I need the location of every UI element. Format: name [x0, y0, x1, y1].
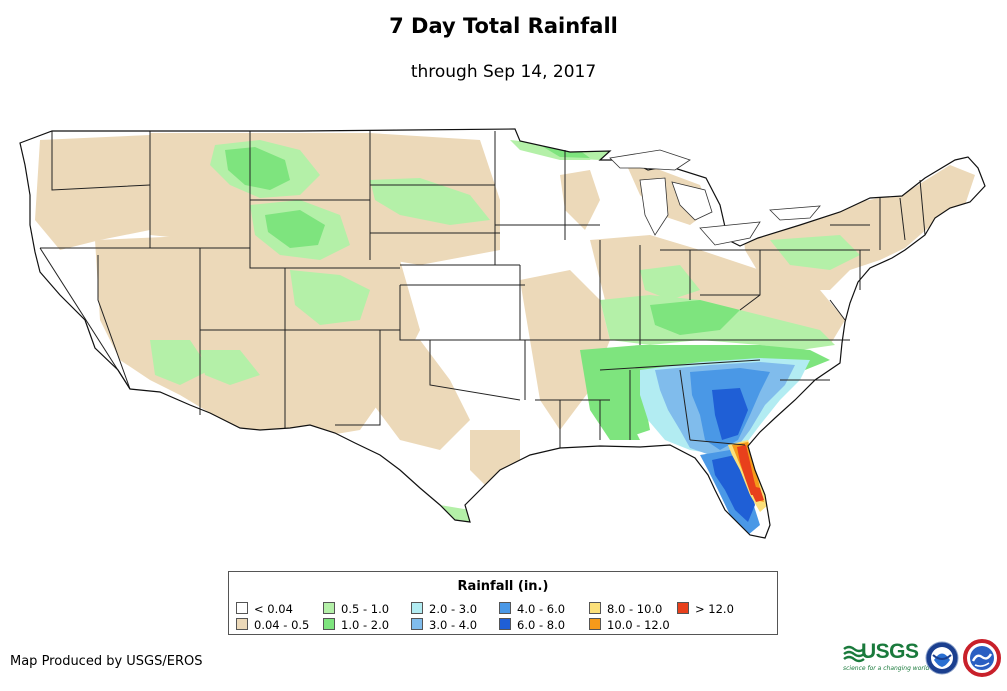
usgs-wave-icon [843, 645, 865, 663]
legend-swatch [236, 618, 248, 630]
rainfall-zone-6.0-8.0 [712, 388, 755, 522]
us-outline [19, 128, 986, 539]
legend-swatch [323, 602, 335, 614]
legend-label: 2.0 - 3.0 [429, 602, 478, 616]
legend-label: < 0.04 [254, 602, 293, 616]
legend-swatch [411, 602, 423, 614]
legend-item-0.5-1.0: 0.5 - 1.0 [323, 602, 389, 616]
rainfall-map [19, 128, 986, 539]
legend-item-6.0-8.0: 6.0 - 8.0 [499, 618, 565, 632]
legend-label: 10.0 - 12.0 [607, 618, 670, 632]
legend-label: 4.0 - 6.0 [517, 602, 566, 616]
legend-swatch [499, 618, 511, 630]
map-title: 7 Day Total Rainfall [389, 14, 618, 38]
usgs-logo: USGS science for a changing world [843, 640, 929, 676]
legend-swatch [589, 618, 601, 630]
legend-swatch [499, 602, 511, 614]
map-credit: Map Produced by USGS/EROS [10, 654, 203, 669]
legend-swatch [589, 602, 601, 614]
legend-label: 3.0 - 4.0 [429, 618, 478, 632]
legend-swatch [236, 602, 248, 614]
legend-label: > 12.0 [695, 602, 734, 616]
great-lakes [609, 149, 821, 246]
legend-label: 8.0 - 10.0 [607, 602, 663, 616]
legend-item-1.0-2.0: 1.0 - 2.0 [323, 618, 389, 632]
legend-item-8.0-10.0: 8.0 - 10.0 [589, 602, 662, 616]
noaa-logo-icon [925, 641, 959, 675]
legend-item-0.04-0.5: 0.04 - 0.5 [236, 618, 309, 632]
usgs-logo-tagline: science for a changing world [843, 665, 930, 672]
legend-item-gt-12.0: > 12.0 [677, 602, 734, 616]
legend-item-3.0-4.0: 3.0 - 4.0 [411, 618, 477, 632]
legend-swatch [411, 618, 423, 630]
legend-item-4.0-6.0: 4.0 - 6.0 [499, 602, 565, 616]
legend-item-lt-0.04: < 0.04 [236, 602, 293, 616]
rainfall-zone-gt-12.0 [737, 445, 764, 502]
usgs-logo-text: USGS [861, 640, 919, 663]
map-subtitle: through Sep 14, 2017 [410, 62, 597, 82]
legend-swatch [323, 618, 335, 630]
legend-label: 1.0 - 2.0 [341, 618, 390, 632]
legend-item-2.0-3.0: 2.0 - 3.0 [411, 602, 477, 616]
state-boundaries [39, 131, 926, 448]
legend-label: 6.0 - 8.0 [517, 618, 566, 632]
legend-label: 0.04 - 0.5 [254, 618, 310, 632]
legend-item-10.0-12.0: 10.0 - 12.0 [589, 618, 670, 632]
nws-logo-icon [963, 639, 1001, 677]
legend-label: 0.5 - 1.0 [341, 602, 390, 616]
legend: Rainfall (in.) < 0.04 0.04 - 0.5 0.5 - 1… [228, 571, 778, 635]
legend-title: Rainfall (in.) [457, 579, 549, 594]
legend-swatch [677, 602, 689, 614]
